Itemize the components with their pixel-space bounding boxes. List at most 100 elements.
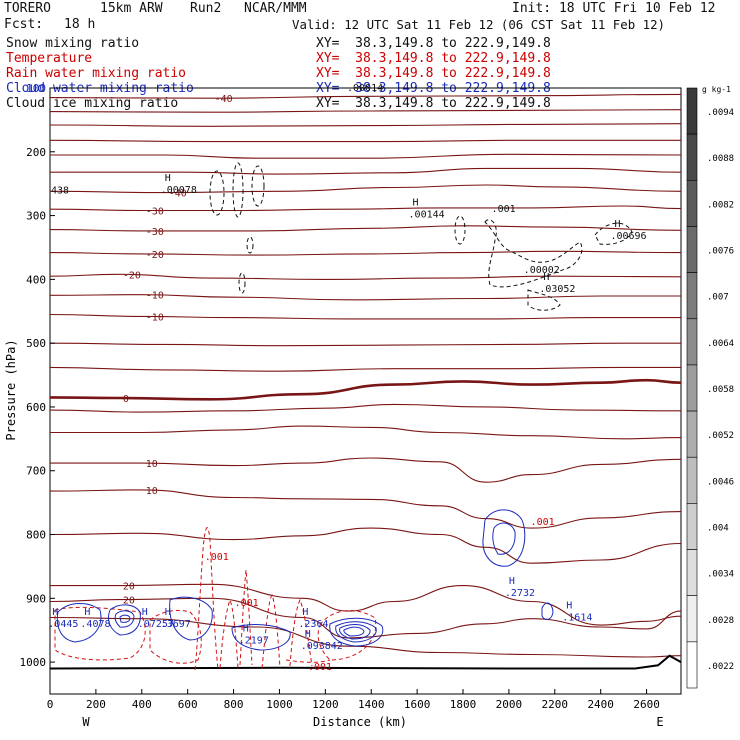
- colorbar-tick-label: .0094: [707, 108, 734, 118]
- rain-contour: [219, 598, 239, 669]
- rain-contour: [285, 659, 331, 663]
- temperature-contour-label: -40: [215, 94, 233, 105]
- x-axis-title: Distance (km): [313, 715, 407, 729]
- temperature-contour-line: [49, 366, 681, 372]
- maximum-marker: H: [84, 607, 90, 618]
- temperature-contour-label: 10: [146, 486, 158, 497]
- model-run: Run2: [190, 1, 222, 16]
- colorbar-swatch: [686, 641, 698, 689]
- temperature-contour-label: 20: [123, 582, 135, 593]
- maximum-marker: H: [566, 600, 572, 611]
- cloud-ice-contour: [484, 219, 583, 288]
- contour-value-label: 438: [51, 185, 69, 196]
- y-tick-label: 500: [26, 337, 46, 350]
- x-tick-label: 1600: [404, 698, 431, 711]
- colorbar-swatch: [686, 503, 698, 550]
- cloud-ice-contour: [251, 165, 265, 207]
- plot-frame: [49, 87, 682, 695]
- colorbar-swatch: [686, 272, 698, 320]
- maximum-value-label: .2364: [298, 619, 328, 630]
- cloud-water-contour: [329, 617, 384, 647]
- temperature-contour-line: [49, 313, 681, 320]
- cloud-ice-contour: [238, 272, 246, 294]
- y-axis-title: Pressure (hPa): [4, 339, 18, 440]
- cloud-water-contour: [119, 614, 131, 623]
- temperature-contour-line: [49, 123, 682, 127]
- temperature-contour-label: -30: [146, 227, 164, 238]
- field-xy: XY= 38.3,149.8 to 222.9,149.8: [316, 96, 551, 111]
- maximum-marker: H: [243, 623, 249, 634]
- maximum-value-label: .3697: [161, 619, 191, 630]
- temperature-contour-line: [49, 294, 681, 301]
- cloud-water-contour: [492, 522, 516, 555]
- model-resolution: 15km ARW: [100, 1, 163, 16]
- colorbar-swatch: [686, 456, 698, 504]
- terrain-surface-line: [49, 654, 682, 670]
- cloud-ice-contour: [594, 222, 633, 245]
- maximum-value-label: .0445: [48, 619, 78, 630]
- cloud-water-contour: [541, 602, 554, 620]
- temperature-contour-line: [49, 425, 682, 440]
- colorbar-tick-label: .0022: [707, 662, 734, 672]
- maximum-marker: H: [302, 607, 308, 618]
- cloud-ice-contour: [232, 162, 244, 218]
- cloud-ice-contour: [527, 289, 561, 311]
- temperature-contour-line: [50, 167, 682, 175]
- temperature-contour-line: [49, 184, 682, 194]
- x-axis-east-label: E: [656, 715, 663, 729]
- maximum-marker: H: [52, 607, 58, 618]
- temperature-contour-label: -20: [146, 250, 164, 261]
- temperature-contour-line: [49, 93, 682, 99]
- rain-contour: [289, 598, 313, 667]
- colorbar-swatch: [686, 180, 698, 227]
- contour-value-label: .001: [531, 517, 555, 528]
- contour-value-label: .00014: [347, 83, 383, 94]
- temperature-contour-line: [49, 403, 682, 413]
- contour-value-label: .001: [235, 598, 259, 609]
- maximum-marker: H: [165, 607, 171, 618]
- x-tick-label: 600: [178, 698, 198, 711]
- maximum-marker: H: [413, 197, 419, 208]
- colorbar-swatch: [686, 87, 698, 135]
- y-tick-label: 600: [26, 401, 46, 414]
- colorbar-tick-label: .0034: [707, 570, 734, 580]
- rain-contour: [194, 527, 219, 671]
- maximum-marker: H: [543, 272, 549, 283]
- colorbar-swatch: [686, 318, 698, 366]
- maximum-value-label: .03052: [539, 284, 575, 295]
- field-name: Rain water mixing ratio: [6, 66, 187, 81]
- maximum-marker: H: [614, 219, 620, 230]
- temperature-contour-line: [49, 139, 681, 143]
- y-tick-label: 400: [26, 273, 46, 286]
- colorbar-swatch: [686, 226, 698, 273]
- temperature-contour-label: -10: [146, 312, 164, 323]
- maximum-marker: H: [165, 173, 171, 184]
- cloud-water-contour: [482, 509, 526, 567]
- x-tick-label: 200: [86, 698, 106, 711]
- contour-value-label: .001: [492, 204, 516, 215]
- cloud-water-contour: [339, 624, 371, 640]
- init-time: Init: 18 UTC Fri 10 Feb 12: [512, 1, 716, 16]
- y-tick-label: 900: [26, 592, 46, 605]
- contour-value-label: .001: [205, 552, 229, 563]
- cloud-water-contour: [114, 610, 135, 628]
- rain-contour: [54, 606, 146, 661]
- field-xy: XY= 38.3,149.8 to 222.9,149.8: [316, 66, 551, 81]
- cloud-ice-contour: [246, 236, 254, 254]
- x-tick-label: 1800: [450, 698, 477, 711]
- valid-time: Valid: 12 UTC Sat 11 Feb 12 (06 CST Sat …: [292, 17, 665, 32]
- temperature-contour-label: 10: [146, 459, 158, 470]
- cloud-water-contour: [56, 603, 102, 643]
- maximum-value-label: .07257: [138, 619, 174, 630]
- cloud-contours: [54, 162, 633, 671]
- cloud-water-contour: [107, 604, 141, 636]
- maximum-value-label: .00696: [610, 231, 646, 242]
- y-tick-label: 700: [26, 465, 46, 478]
- x-tick-label: 2600: [633, 698, 660, 711]
- temperature-contour-label: 0: [123, 394, 129, 405]
- temperature-contour-line: [49, 489, 682, 529]
- maximum-value-label: .2732: [505, 588, 535, 599]
- temperature-contour-label: -10: [146, 291, 164, 302]
- field-xy: XY= 38.3,149.8 to 222.9,149.8: [316, 36, 551, 51]
